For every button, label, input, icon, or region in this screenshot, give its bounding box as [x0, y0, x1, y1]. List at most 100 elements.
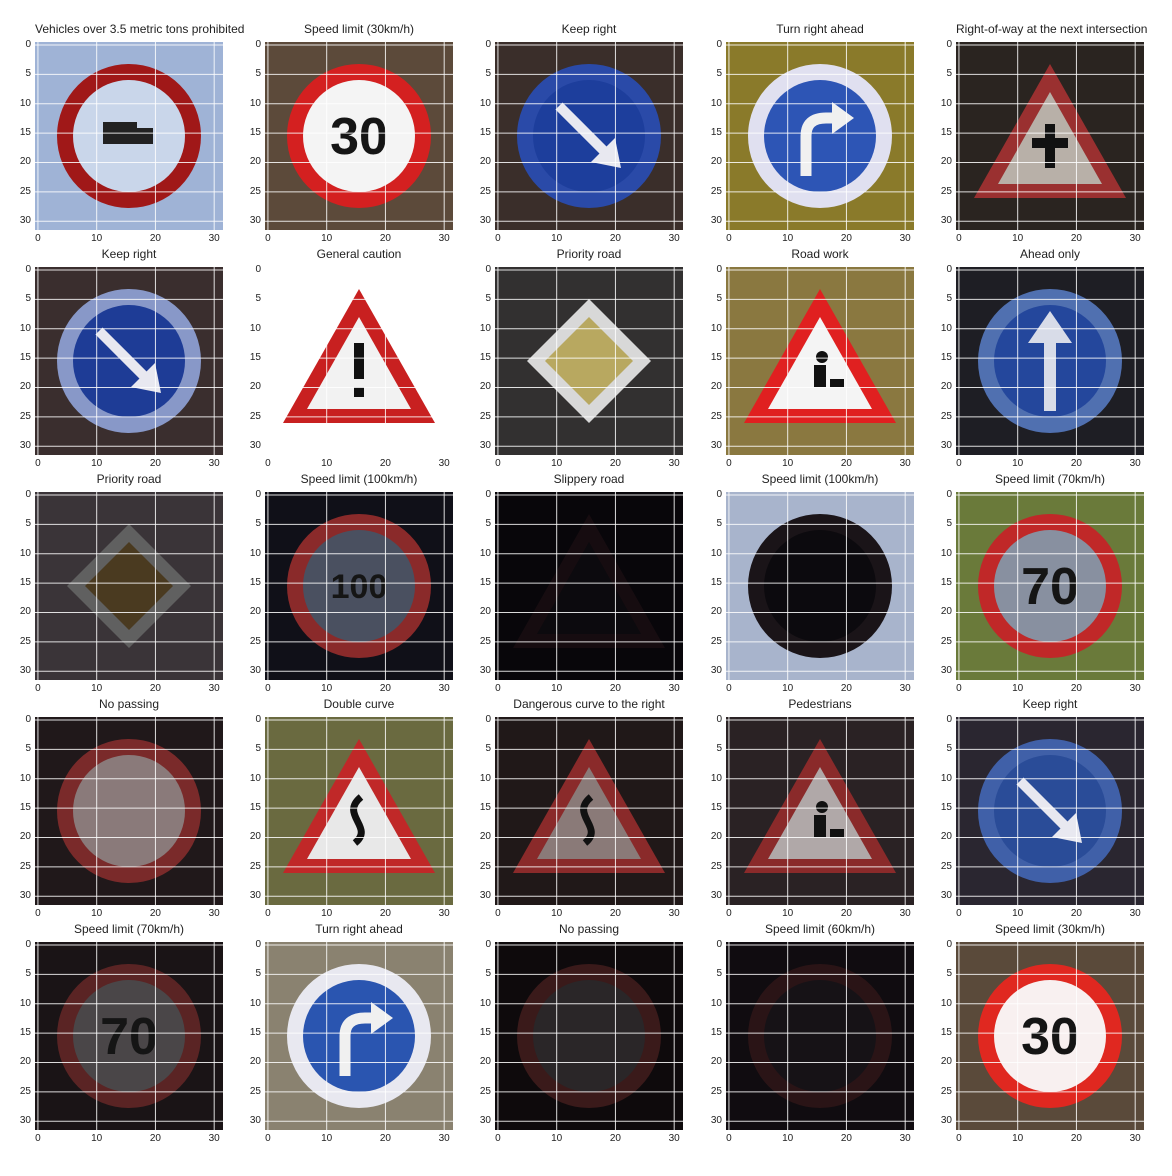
x-tick-label: 30: [1129, 908, 1141, 919]
double-curve-sign: [265, 717, 453, 905]
y-tick-label: 20: [710, 1056, 722, 1068]
sign-face: [764, 80, 876, 192]
exclamation-icon: [354, 343, 364, 397]
y-tick-label: 15: [19, 127, 31, 139]
y-tick-label: 25: [479, 1085, 491, 1097]
y-tick-label: 20: [940, 831, 952, 843]
y-tick-label: 5: [25, 68, 31, 80]
sign-face: [73, 980, 185, 1092]
y-tick-label: 20: [940, 1056, 952, 1068]
y-tick-label: 5: [716, 743, 722, 755]
no-passing-sign: [35, 717, 223, 905]
right-of-way-sign: [956, 42, 1144, 230]
x-tick-label: 30: [668, 908, 680, 919]
turn-right-ahead-sign: [726, 42, 914, 230]
y-tick-label: 15: [940, 127, 952, 139]
y-tick-label: 30: [249, 890, 261, 902]
x-tick-label: 30: [438, 683, 450, 694]
y-tick-label: 30: [940, 215, 952, 227]
x-tick-label: 10: [551, 908, 563, 919]
x-tick-label: 30: [208, 233, 220, 244]
panel-title: Priority road: [96, 472, 162, 486]
y-tick-label: 25: [19, 635, 31, 647]
sign-panel: Speed limit (100km/h) 100 0 5 10 15 20 25 30 0 10 2…: [247, 472, 475, 704]
y-tick-label: 20: [19, 1056, 31, 1068]
x-tick-label: 0: [726, 683, 732, 694]
y-tick-label: 0: [946, 938, 952, 950]
y-tick-label: 5: [25, 968, 31, 980]
x-tick-label: 30: [1129, 683, 1141, 694]
x-tick-label: 20: [1070, 908, 1082, 919]
x-tick-label: 0: [265, 233, 271, 244]
x-tick-label: 20: [379, 233, 391, 244]
x-tick-label: 10: [91, 1133, 103, 1144]
speed-limit-30-sign: 30: [265, 42, 453, 230]
y-tick-label: 10: [710, 772, 722, 784]
y-tick-label: 20: [19, 381, 31, 393]
x-tick-label: 10: [551, 233, 563, 244]
x-tick-label: 0: [956, 908, 962, 919]
x-tick-label: 10: [91, 233, 103, 244]
x-tick-label: 30: [1129, 458, 1141, 469]
y-tick-label: 0: [946, 713, 952, 725]
speed-number: 100: [331, 568, 388, 606]
y-tick-label: 0: [25, 263, 31, 275]
x-tick-label: 0: [956, 1133, 962, 1144]
y-tick-label: 15: [249, 127, 261, 139]
x-tick-label: 10: [1012, 908, 1024, 919]
y-tick-label: 15: [19, 1027, 31, 1039]
y-tick-label: 10: [479, 772, 491, 784]
x-tick-label: 30: [668, 1133, 680, 1144]
y-tick-label: 15: [710, 1027, 722, 1039]
panel-title: Right-of-way at the next intersection: [956, 22, 1148, 36]
panel-title: No passing: [558, 922, 620, 936]
y-tick-label: 0: [255, 938, 261, 950]
y-tick-label: 15: [19, 802, 31, 814]
y-tick-label: 30: [249, 1115, 261, 1127]
y-tick-label: 20: [479, 606, 491, 618]
y-tick-label: 10: [710, 547, 722, 559]
y-tick-label: 5: [716, 293, 722, 305]
sign-panel: Speed limit (100km/h) 0 5 10 15 20 25 30 0 10 20 30: [708, 472, 936, 704]
x-tick-label: 0: [265, 683, 271, 694]
x-tick-label: 30: [668, 458, 680, 469]
x-tick-label: 20: [1070, 458, 1082, 469]
y-tick-label: 30: [710, 890, 722, 902]
speed-limit-100-sign: [726, 492, 914, 680]
y-tick-label: 0: [716, 263, 722, 275]
x-tick-label: 20: [609, 458, 621, 469]
x-tick-label: 30: [1129, 1133, 1141, 1144]
pedestrians-sign: [726, 717, 914, 905]
sign-panel: Priority road 0 5 10 15 20 25 30 0 10 20 30: [477, 247, 705, 479]
curve-arrow-icon: [350, 794, 365, 846]
panel-title: Dangerous curve to the right: [513, 697, 665, 711]
x-tick-label: 0: [956, 233, 962, 244]
sign-panel: Pedestrians 0 5 10 15 20 25 30 0 10 20 30: [708, 697, 936, 929]
no-passing-sign: [495, 942, 683, 1130]
y-tick-label: 25: [940, 410, 952, 422]
x-tick-label: 30: [899, 683, 911, 694]
arrow-down-right-icon: [555, 102, 621, 168]
x-tick-label: 30: [438, 908, 450, 919]
y-tick-label: 5: [485, 293, 491, 305]
y-tick-label: 30: [19, 215, 31, 227]
vehicles-over-3-5t-prohibited-sign: [35, 42, 223, 230]
x-tick-label: 0: [495, 458, 501, 469]
person-icon: [814, 351, 844, 387]
y-tick-label: 15: [940, 577, 952, 589]
sign-face: [545, 317, 633, 405]
y-tick-label: 10: [19, 772, 31, 784]
sign-panel: Priority road 0 5 10 15 20 25 30 0 10 20 30: [17, 472, 245, 704]
speed-limit-70-sign: 70: [956, 492, 1144, 680]
y-tick-label: 30: [479, 440, 491, 452]
speed-number: 30: [330, 108, 388, 166]
speed-limit-30-sign: 30: [956, 942, 1144, 1130]
y-tick-label: 30: [249, 215, 261, 227]
y-tick-label: 10: [249, 772, 261, 784]
x-tick-label: 20: [379, 1133, 391, 1144]
y-tick-label: 25: [940, 1085, 952, 1097]
turn-right-ahead-sign: [265, 942, 453, 1130]
y-tick-label: 30: [940, 890, 952, 902]
y-tick-label: 10: [940, 547, 952, 559]
